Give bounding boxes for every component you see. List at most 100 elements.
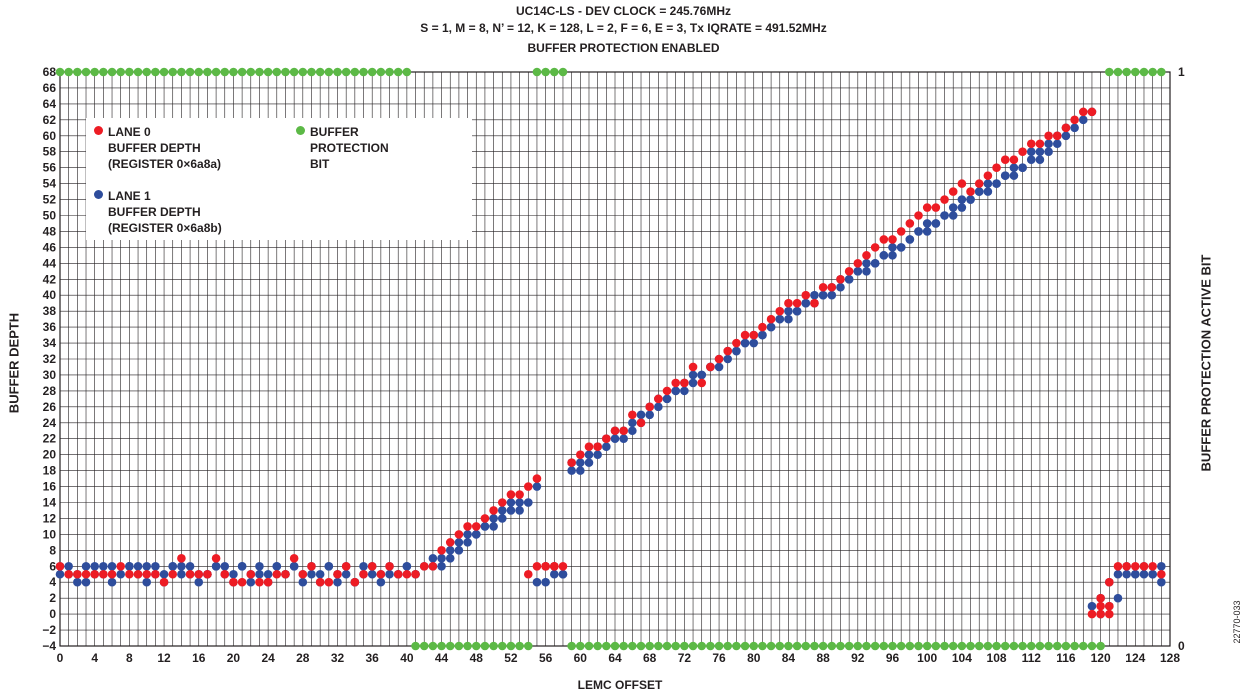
x-tick-label: 60 xyxy=(574,651,588,665)
lane-1-point xyxy=(255,561,264,571)
lane-0-point xyxy=(758,322,767,332)
lane-1-point xyxy=(506,506,516,515)
protection-bit-point xyxy=(697,641,707,651)
lane-0-point xyxy=(723,346,733,356)
lane-0-point xyxy=(523,482,533,491)
protection-bit-point xyxy=(177,67,186,77)
protection-bit-point xyxy=(775,641,785,651)
lane-1-point xyxy=(125,561,134,571)
lane-0-point xyxy=(888,235,897,244)
y-tick-label-left: 52 xyxy=(43,193,57,207)
lane-0-point xyxy=(90,569,99,579)
y-tick-label-left: 20 xyxy=(43,448,57,462)
lane-1-point xyxy=(671,386,681,396)
lane-0-point xyxy=(73,569,82,579)
lane-1-point xyxy=(957,203,967,212)
protection-bit-point xyxy=(90,67,99,77)
y-tick-label-left: 50 xyxy=(43,209,57,223)
lane-1-point xyxy=(549,569,559,579)
lane-1-point xyxy=(376,577,386,587)
protection-bit-point xyxy=(185,67,195,77)
protection-bit-point xyxy=(1148,67,1157,77)
protection-bit-point xyxy=(515,641,524,651)
protection-bit-point xyxy=(125,67,134,77)
protection-bit-point xyxy=(393,67,403,77)
lane-0-point xyxy=(1026,139,1036,149)
lane-0-point xyxy=(645,402,654,412)
lane-1-point xyxy=(697,370,707,380)
lane-1-point xyxy=(1035,155,1045,164)
lane-1-point xyxy=(515,506,524,515)
lane-0-point xyxy=(810,298,819,308)
protection-bit-point xyxy=(818,641,828,651)
protection-bit-point xyxy=(853,641,863,651)
lane-0-point xyxy=(1078,107,1088,117)
lane-1-point xyxy=(688,370,698,380)
protection-bit-point xyxy=(888,641,897,651)
lane-0-point xyxy=(1113,561,1123,571)
protection-bit-point xyxy=(740,641,750,651)
protection-bit-point xyxy=(1139,67,1149,77)
lane-0-point xyxy=(116,561,126,571)
lane-1-point xyxy=(1113,593,1123,603)
lane-1-point xyxy=(662,394,672,404)
lane-1-point xyxy=(810,290,819,300)
lane-0-point xyxy=(298,569,308,579)
x-tick-label: 100 xyxy=(917,651,937,665)
legend-label-lane-1: LANE 1 BUFFER DEPTH (REGISTER 0×6a8b) xyxy=(108,189,222,235)
lane-0-point xyxy=(1061,123,1071,133)
lane-1-point xyxy=(55,569,65,579)
lane-1-point xyxy=(645,410,654,420)
protection-bit-point xyxy=(602,641,611,651)
lane-1-point xyxy=(888,243,897,252)
lane-1-point xyxy=(489,514,498,523)
x-tick-label: 128 xyxy=(1160,651,1180,665)
legend-label-lane-0: LANE 0 BUFFER DEPTH (REGISTER 0×6a8a) xyxy=(108,125,222,171)
lane-0-point xyxy=(636,418,646,428)
lane-1-point xyxy=(896,243,906,252)
lane-1-point xyxy=(333,577,342,587)
lane-1-point xyxy=(523,498,533,507)
lane-0-point xyxy=(1044,131,1053,141)
protection-bit-point xyxy=(706,641,715,651)
x-tick-label: 72 xyxy=(678,651,692,665)
protection-bit-point xyxy=(636,641,646,651)
lane-0-point xyxy=(1104,601,1114,611)
lane-1-point xyxy=(255,569,264,579)
y-tick-label-left: 48 xyxy=(43,224,57,238)
lane-0-point xyxy=(983,171,993,180)
lane-0-point xyxy=(463,522,472,531)
lane-1-point xyxy=(584,458,594,467)
lane-1-point xyxy=(289,561,299,571)
y-tick-label-left: 24 xyxy=(43,416,57,430)
lane-0-point xyxy=(1087,609,1097,619)
lane-0-point xyxy=(281,569,290,579)
protection-bit-point xyxy=(671,641,681,651)
lane-0-point xyxy=(229,577,238,587)
lane-1-point xyxy=(497,506,507,515)
lane-0-point xyxy=(168,569,178,579)
lane-0-point xyxy=(307,561,316,571)
protection-bit-point xyxy=(948,641,958,651)
protection-bit-point xyxy=(463,641,472,651)
lane-1-point xyxy=(844,274,854,284)
protection-bit-point xyxy=(1052,641,1062,651)
protection-bit-point xyxy=(1070,641,1079,651)
y-tick-label-left: 66 xyxy=(43,81,57,95)
x-tick-label: 112 xyxy=(1022,651,1042,665)
protection-bit-point xyxy=(480,641,490,651)
protection-bit-point xyxy=(1122,67,1131,77)
y-axis-label-left: BUFFER DEPTH xyxy=(6,312,22,414)
lane-1-point xyxy=(402,561,412,571)
protection-bit-point xyxy=(532,67,542,77)
lane-1-point xyxy=(1078,115,1088,125)
protection-bit-point xyxy=(289,67,299,77)
legend-marker-lane-0 xyxy=(94,126,103,135)
lane-1-point xyxy=(654,402,663,412)
protection-bit-point xyxy=(263,67,273,77)
legend-marker-lane-1 xyxy=(94,190,103,199)
x-tick-label: 24 xyxy=(261,651,275,665)
x-tick-label: 20 xyxy=(227,651,241,665)
lane-1-point xyxy=(220,561,230,571)
lane-0-point xyxy=(1009,155,1019,164)
